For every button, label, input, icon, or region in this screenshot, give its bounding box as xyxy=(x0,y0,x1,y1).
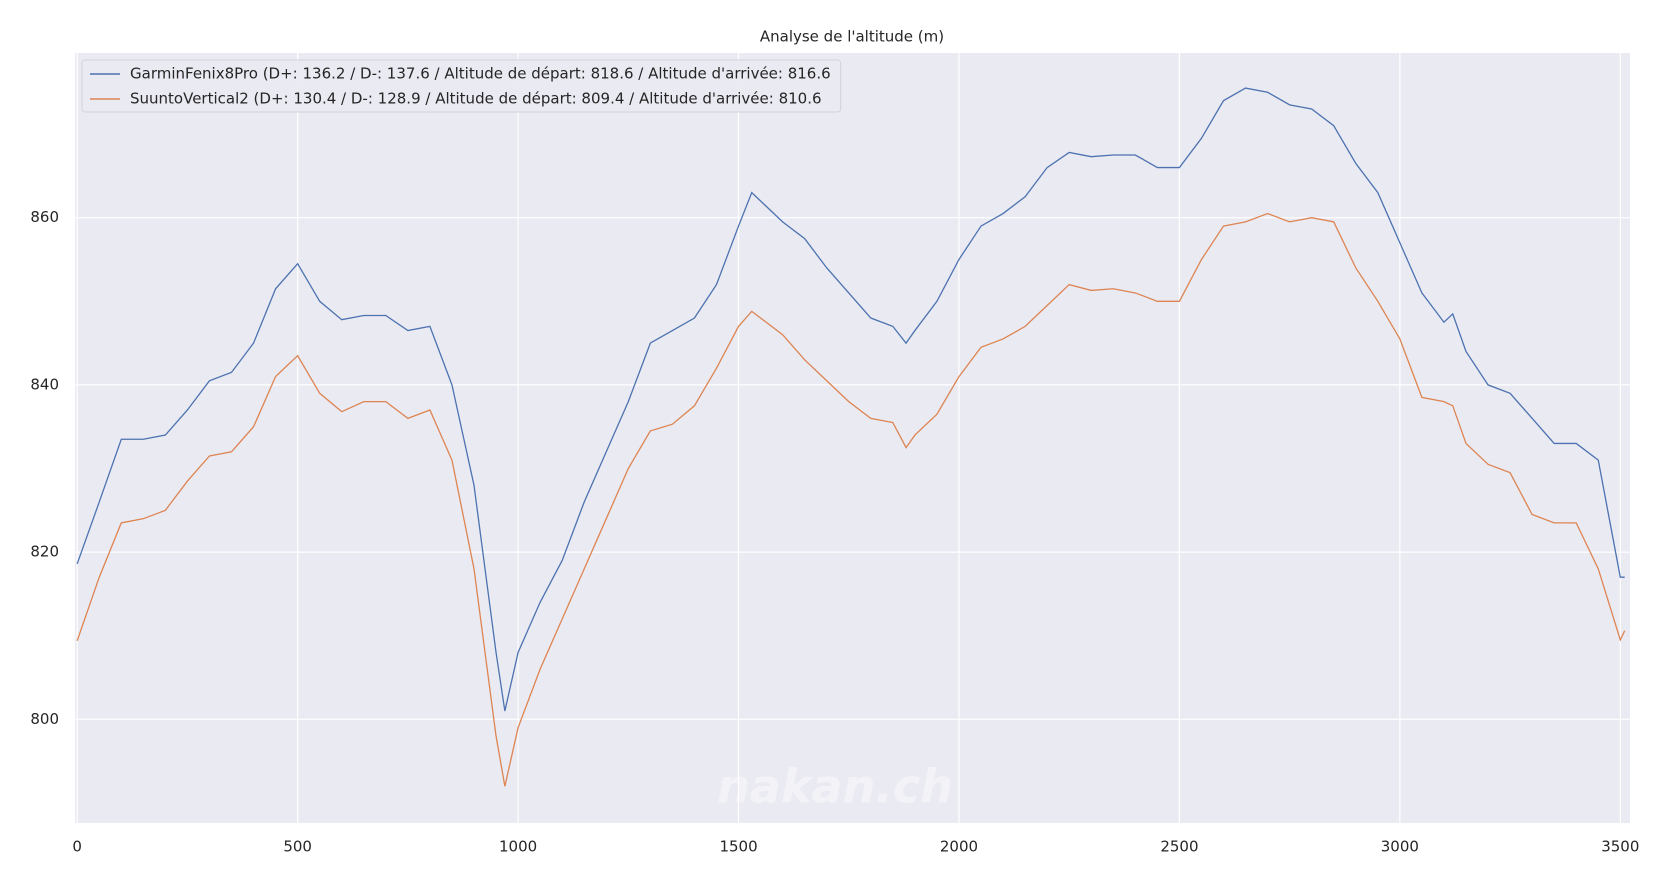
plot-background xyxy=(75,53,1630,823)
legend-box xyxy=(81,59,842,113)
y-tick-label: 800 xyxy=(30,710,59,728)
y-tick-label: 820 xyxy=(30,543,59,561)
x-tick-label: 3000 xyxy=(1381,838,1419,856)
x-tick-label: 2000 xyxy=(940,838,978,856)
series-line xyxy=(76,87,1625,712)
x-tick-label: 3500 xyxy=(1601,838,1639,856)
x-tick-label: 500 xyxy=(283,838,312,856)
x-tick-label: 1500 xyxy=(719,838,757,856)
x-tick-label: 0 xyxy=(72,838,82,856)
y-tick-label: 860 xyxy=(30,208,59,226)
y-tick-label: 840 xyxy=(30,375,59,393)
legend-label: GarminFenix8Pro (D+: 136.2 / D-: 137.6 /… xyxy=(130,65,831,83)
legend-label: SuuntoVertical2 (D+: 130.4 / D-: 128.9 /… xyxy=(130,90,822,108)
watermark: nakan.ch xyxy=(717,760,953,814)
chart-title: Analyse de l'altitude (m) xyxy=(760,28,944,46)
x-tick-label: 1000 xyxy=(499,838,537,856)
series-line xyxy=(76,212,1626,787)
x-tick-label: 2500 xyxy=(1160,838,1198,856)
